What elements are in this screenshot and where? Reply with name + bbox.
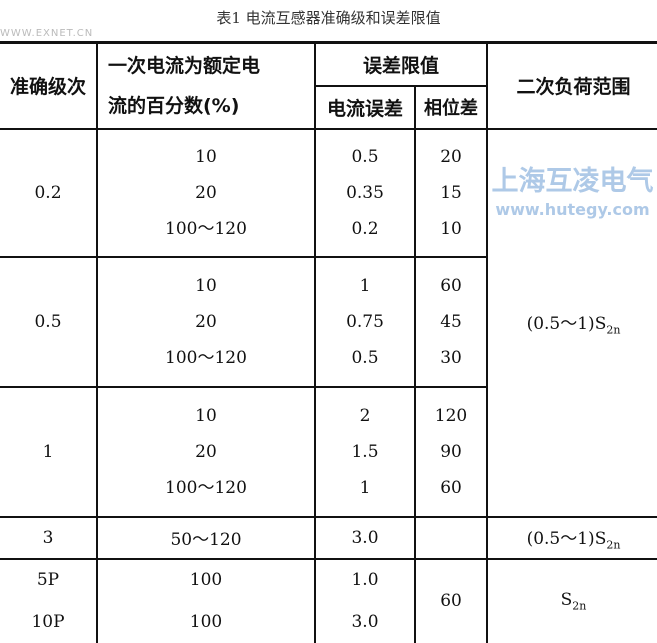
header-secondary-load: 二次负荷范围 [486,41,657,130]
header-primary-line2: 流的百分数(%) [108,94,240,117]
value: 20 [195,441,217,462]
value: 0.5 [351,146,379,167]
header-primary-line1: 一次电流为额定电 [108,54,261,77]
value: 0.75 [346,311,384,332]
load-range-text: S [560,589,573,610]
load-range-sub: 2n [572,599,587,613]
phase-error-cell: 60 [413,557,489,643]
table-row: 1 10 20 100～120 2 1.5 1 120 90 60 [0,385,657,518]
header-current-error: 电流误差 [315,84,416,130]
percent-cell: 50～120 [96,515,316,560]
header-error-limits: 误差限值 [313,41,489,87]
header-phase-error: 相位差 [413,84,488,130]
corner-watermark: WWW.EXNET.CN [0,28,94,39]
value: 0.35 [346,182,384,203]
table-row: 5P 100 1.0 60 S2n [0,557,657,643]
value: 1 [359,275,371,296]
value: 10 [195,405,217,426]
value: 10 [440,218,462,239]
load-range-text: (0.5～1)S [526,528,607,549]
value: 20 [440,146,462,167]
value: 100～120 [165,347,247,368]
value: 20 [195,182,217,203]
value: 60 [440,275,462,296]
phase-error-cell: 20 15 10 [413,127,489,258]
value: 15 [440,182,462,203]
phase-error-cell [413,515,489,560]
value: 100～120 [165,218,247,239]
percent-cell: 100 [96,600,316,643]
table-row: 3 50～120 3.0 (0.5～1)S2n [0,515,657,560]
percent-cell: 10 20 100～120 [96,385,316,518]
value: 0.2 [351,218,379,239]
load-range-sub: 2n [606,538,621,552]
load-range-cell: (0.5～1)S2n [486,515,657,560]
percent-cell: 10 20 100～120 [96,127,316,258]
load-range-sub: 2n [606,323,621,337]
phase-error-cell: 120 90 60 [413,385,488,518]
table-title: 表1 电流互感器准确级和误差限值 [216,9,441,27]
header-accuracy-class: 准确级次 [0,41,98,130]
value: 10 [195,146,217,167]
current-error-cell: 2 1.5 1 [314,385,416,518]
class-cell: 3 [0,515,98,560]
value: 100～120 [165,477,247,498]
value: 90 [440,441,462,462]
value: 0.5 [351,347,379,368]
value: 1 [359,477,371,498]
percent-cell: 100 [96,557,316,601]
class-cell: 1 [0,385,98,518]
phase-error-cell: 60 45 30 [413,255,488,388]
current-error-cell: 0.5 0.35 0.2 [314,127,416,258]
current-error-cell: 1.0 [314,557,416,601]
value: 30 [440,347,462,368]
table-row: 10P 100 3.0 [0,600,657,643]
class-cell: 10P [0,600,98,643]
class-cell: 5P [0,557,98,601]
accuracy-table: 准确级次 一次电流为额定电 流的百分数(%) 误差限值 二次负荷范围 电流误差 相… [0,41,657,643]
current-error-cell: 1 0.75 0.5 [314,255,416,388]
current-error-cell: 3.0 [314,515,416,560]
value: 60 [440,477,462,498]
value: 45 [440,311,462,332]
current-error-cell: 3.0 [314,600,415,643]
table-row: 0.5 10 20 100～120 1 0.75 0.5 60 45 30 [0,255,657,388]
value: 2 [359,405,371,426]
header-primary-current: 一次电流为额定电 流的百分数(%) [96,41,316,130]
percent-cell: 10 20 100～120 [96,255,316,388]
class-cell: 0.2 [0,127,98,258]
value: 120 [434,405,468,426]
class-cell: 0.5 [0,255,98,388]
load-range-cell: (0.5～1)S2n [486,127,657,518]
table-row: 0.2 10 20 100～120 0.5 0.35 0.2 20 15 10 (0.5～1… [0,127,657,518]
value: 10 [195,275,217,296]
load-range-text: (0.5～1)S [526,313,607,334]
value: 1.5 [351,441,379,462]
value: 20 [195,311,217,332]
load-range-cell: S2n [486,557,657,643]
